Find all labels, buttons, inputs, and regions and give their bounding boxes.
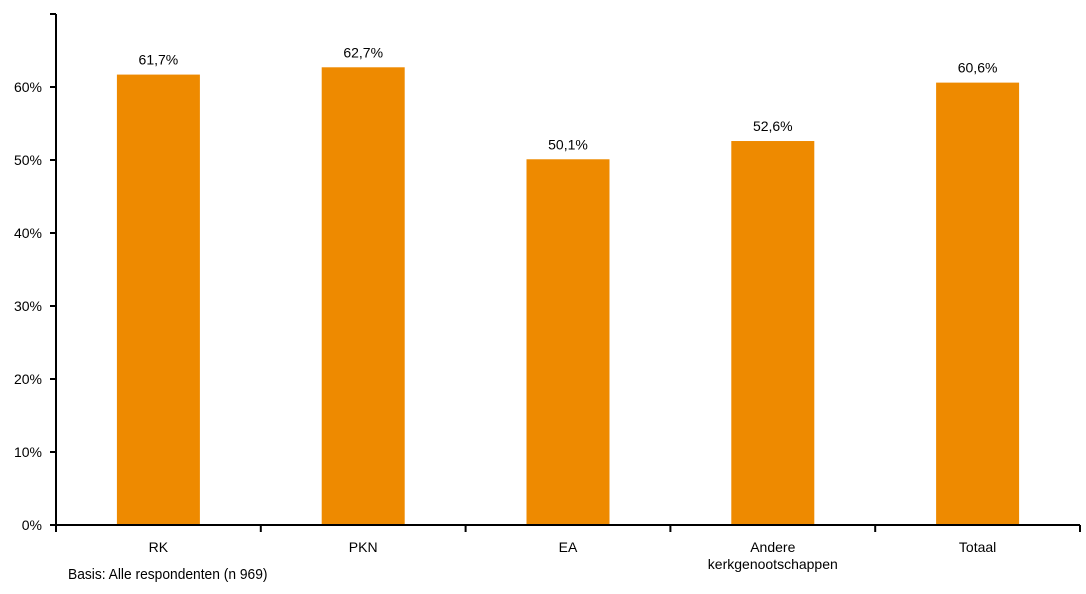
y-tick-label-50: 50% [14,152,42,168]
data-label-2: 62,7% [343,44,383,60]
data-label-4: 52,6% [753,118,793,134]
y-tick-label-30: 30% [14,298,42,314]
category-label-1: RK [149,539,169,555]
data-label-1: 61,7% [139,52,179,68]
category-label-4: Andere kerkgenootschappen [708,539,838,572]
bar-1 [116,74,200,525]
y-tick-label-40: 40% [14,225,42,241]
bar-5 [936,82,1020,526]
data-label-5: 60,6% [958,60,998,76]
bar-3 [526,159,610,525]
y-tick-label-10: 10% [14,444,42,460]
category-label-3: EA [559,539,578,555]
category-label-5: Totaal [959,539,996,555]
y-tick-label-20: 20% [14,371,42,387]
bar-2 [321,67,405,525]
footnote: Basis: Alle respondenten (n 969) [68,566,268,583]
y-tick-label-0: 0% [22,517,42,533]
data-label-3: 50,1% [548,136,588,152]
bar-4 [731,141,815,525]
y-tick-label-60: 60% [14,79,42,95]
category-label-2: PKN [349,539,378,555]
